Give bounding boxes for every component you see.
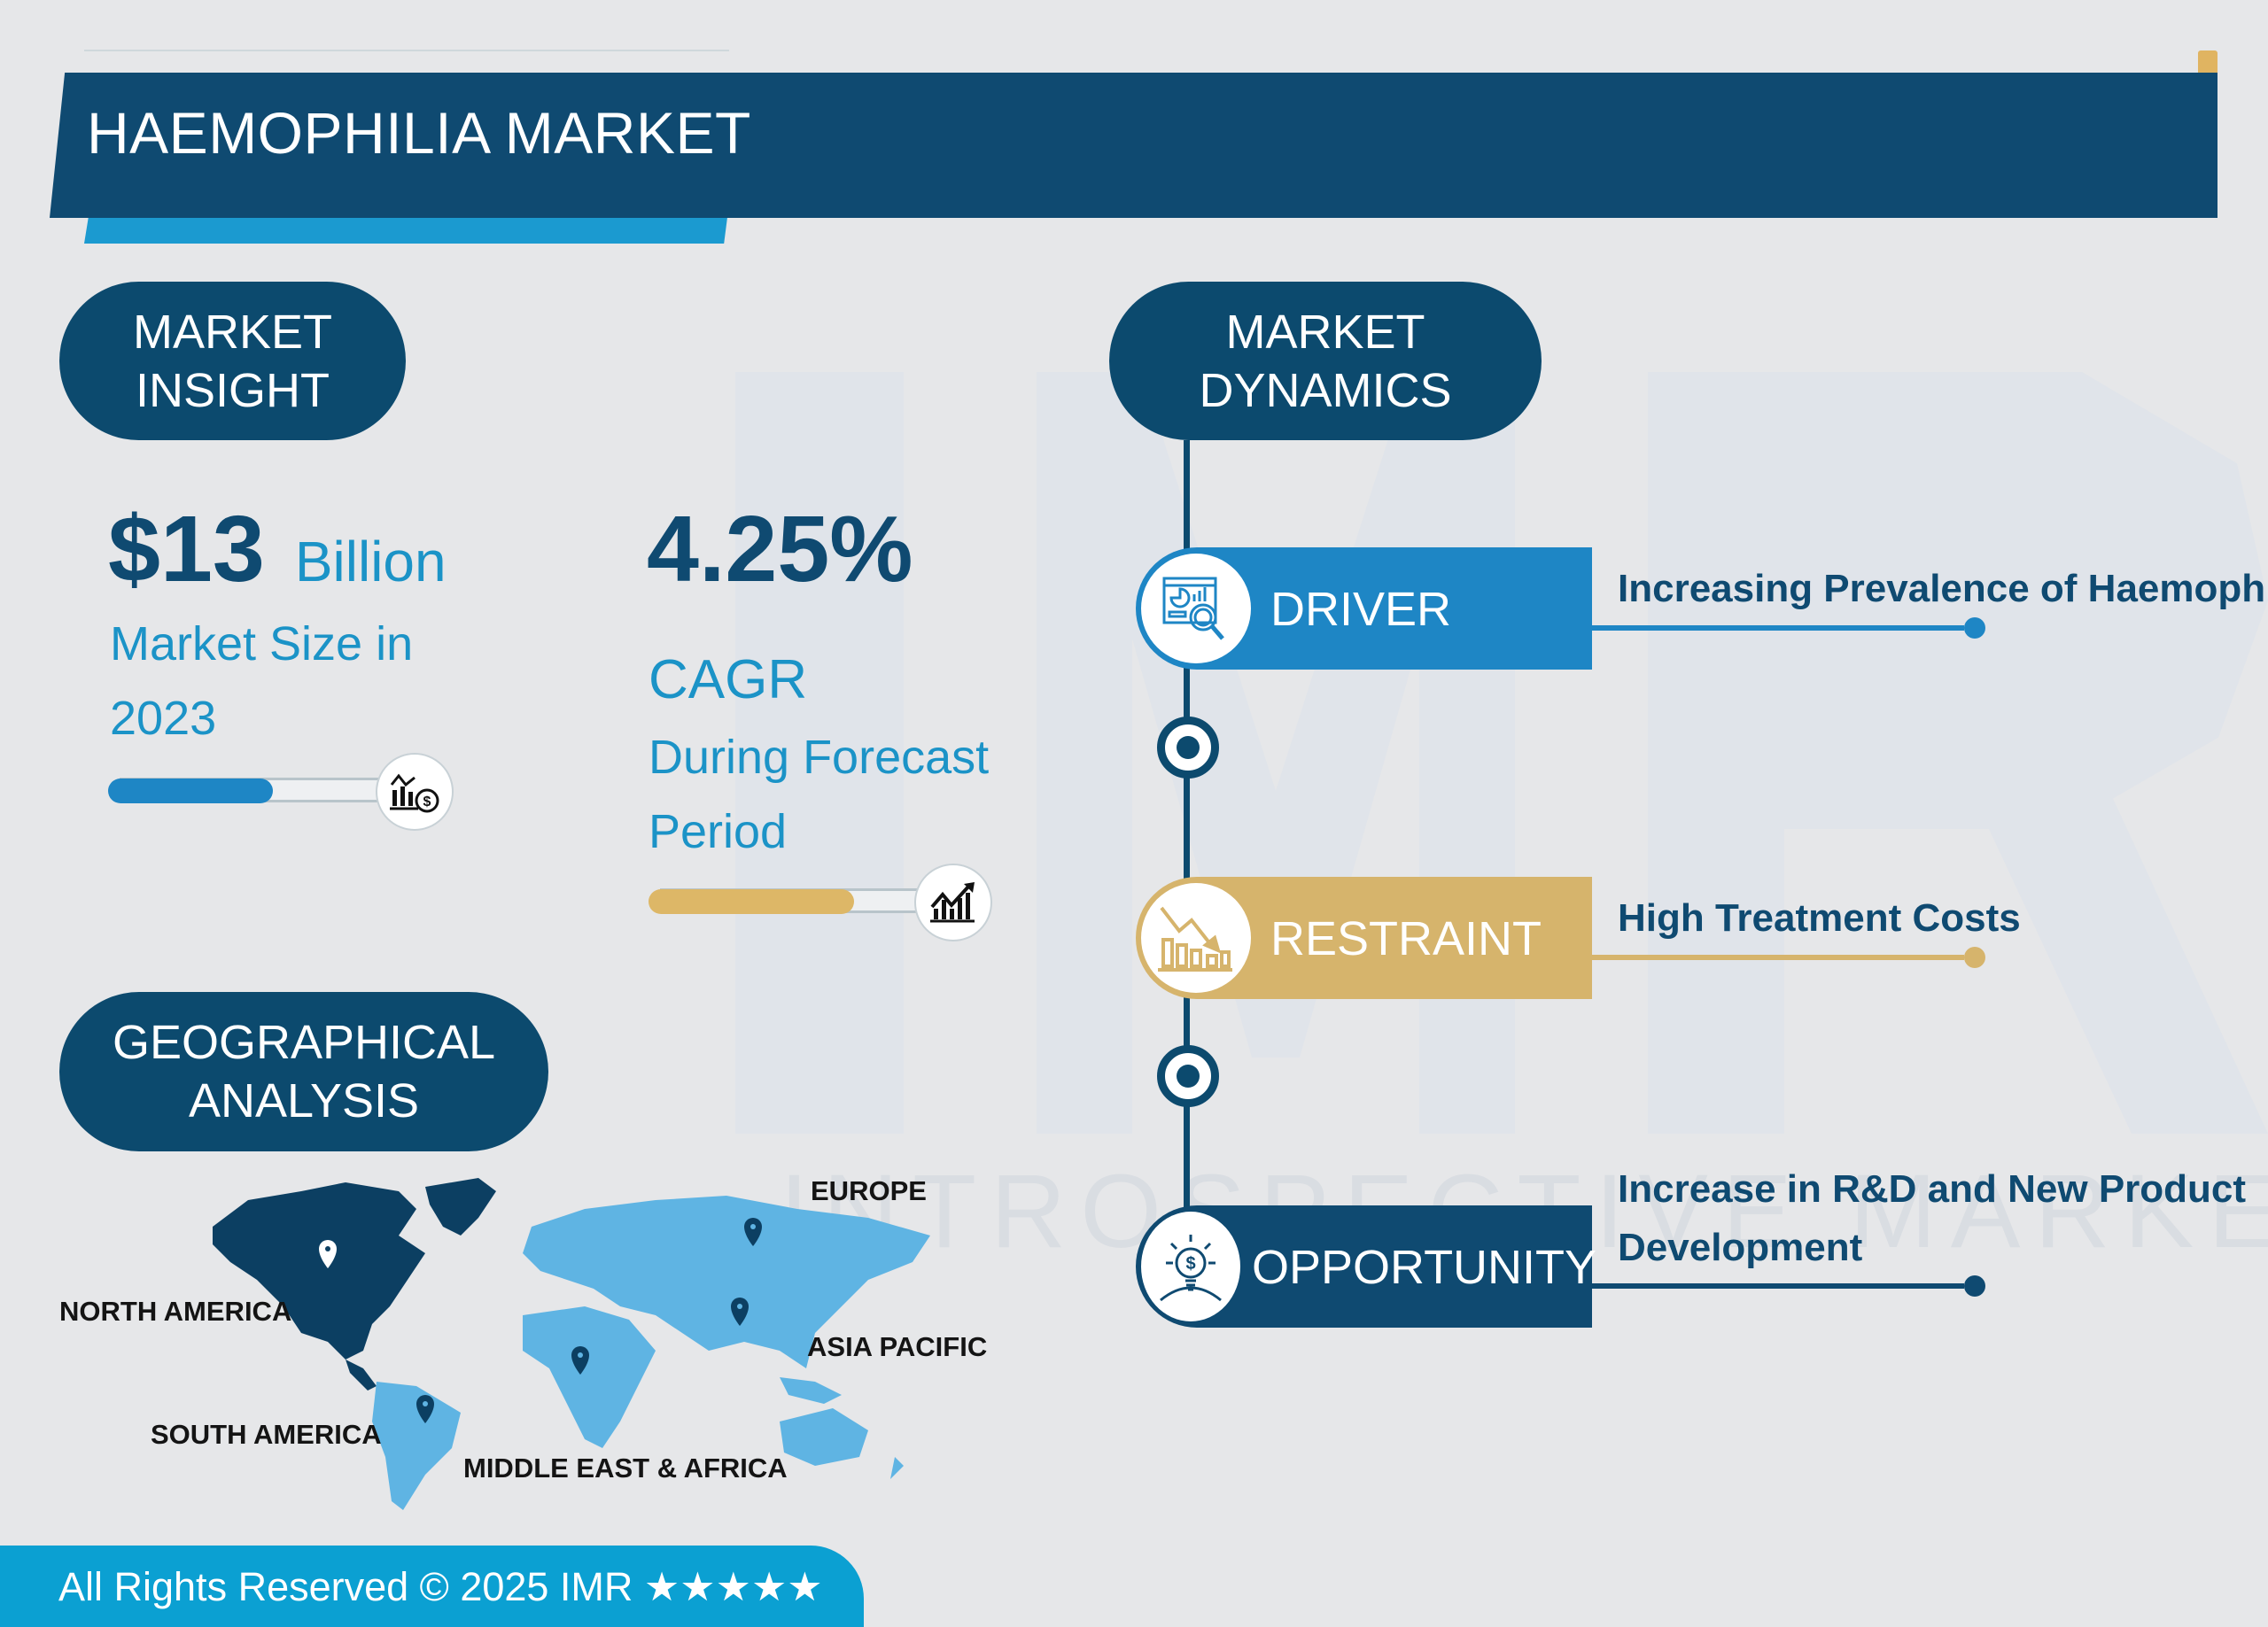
market-dynamics-label-line2: DYNAMICS [1199,363,1452,417]
region-label-north-america: NORTH AMERICA [59,1296,292,1327]
map-pin-icon [571,1346,589,1375]
chart-dollar-icon: $ [376,753,454,831]
geographical-analysis-label-line1: GEOGRAPHICAL [112,1016,496,1069]
driver-connector [1592,625,1964,631]
market-size-caption-line1: Market Size in [110,617,414,670]
map-north-america [213,1182,425,1360]
region-label-south-america: SOUTH AMERICA [151,1419,382,1450]
map-greenland [425,1178,496,1236]
map-pin-icon [744,1218,762,1246]
market-size-progress-fill [108,779,273,803]
cagr-label: CAGR [649,649,808,710]
cagr-caption-line1: During Forecast [649,731,990,784]
market-size-value-row: $13 Billion [108,496,447,603]
cagr-value: 4.25% [647,497,913,601]
map-eurasia [523,1196,930,1368]
footer-copyright: All Rights Reserved © 2025 IMR ★★★★★ [58,1563,823,1609]
map-pin-icon [319,1240,337,1268]
opportunity-label: OPPORTUNITY [1252,1241,1597,1294]
dynamics-timeline [1184,440,1190,1237]
svg-text:$: $ [423,794,431,810]
market-size-unit: Billion [294,530,447,593]
restraint-label: RESTRAINT [1270,912,1542,965]
market-dynamics-label-line1: MARKET [1225,305,1425,359]
restraint-connector-dot [1964,947,1985,968]
map-australia [780,1408,868,1466]
market-size-value: $13 [108,497,265,601]
header-gold-tab [2198,50,2218,73]
map-central-america [346,1360,377,1391]
watermark-i [735,372,904,1134]
opportunity-description-line2: Development [1618,1226,1863,1269]
footer-bar: All Rights Reserved © 2025 IMR ★★★★★ [0,1546,864,1627]
svg-text:$: $ [1185,1254,1195,1274]
map-new-zealand [890,1457,904,1479]
driver-description: Increasing Prevalence of Haemophi [1618,567,2268,610]
opportunity-description-line1: Increase in R&D and New Product [1618,1167,2247,1211]
geographical-analysis-label-line2: ANALYSIS [188,1074,420,1127]
opportunity-connector [1592,1283,1964,1289]
map-pin-icon [731,1298,749,1326]
restraint-description: High Treatment Costs [1618,896,2021,940]
cagr-progress-fill [649,889,854,914]
timeline-node-dot [1177,1065,1200,1088]
page-title: HAEMOPHILIA MARKET [87,100,751,166]
map-pin-icon [416,1395,434,1423]
header-bar [50,73,2218,218]
opportunity-connector-dot [1964,1275,1985,1297]
watermark-m [1037,372,1515,1134]
market-insight-label-line2: INSIGHT [135,363,330,417]
map-south-america [372,1382,461,1510]
timeline-node-dot [1177,736,1200,759]
restraint-connector [1592,955,1964,960]
cagr-caption-line2: Period [649,805,788,858]
growth-chart-icon [914,864,992,941]
market-insight-label-line1: MARKET [132,305,333,359]
world-map [213,1178,930,1510]
lightbulb-dollar-icon: $ [1141,1212,1240,1321]
timeline-node [1157,717,1219,779]
geographical-analysis-label: GEOGRAPHICAL ANALYSIS [59,992,548,1151]
header-top-line [84,50,729,51]
data-analysis-icon [1141,554,1251,663]
driver-label: DRIVER [1270,583,1452,636]
map-africa [523,1306,656,1448]
region-label-asia-pacific: ASIA PACIFIC [807,1331,988,1362]
timeline-node [1157,1045,1219,1107]
market-dynamics-label: MARKET DYNAMICS [1109,282,1542,440]
region-label-europe: EUROPE [811,1175,927,1206]
declining-chart-icon [1141,883,1251,993]
market-size-caption-line2: 2023 [110,692,217,745]
driver-connector-dot [1964,617,1985,639]
watermark-r [1648,372,2268,1134]
market-insight-label: MARKET INSIGHT [59,282,406,440]
region-label-middle-east-africa: MIDDLE EAST & AFRICA [463,1453,788,1484]
map-se-asia [780,1377,842,1404]
